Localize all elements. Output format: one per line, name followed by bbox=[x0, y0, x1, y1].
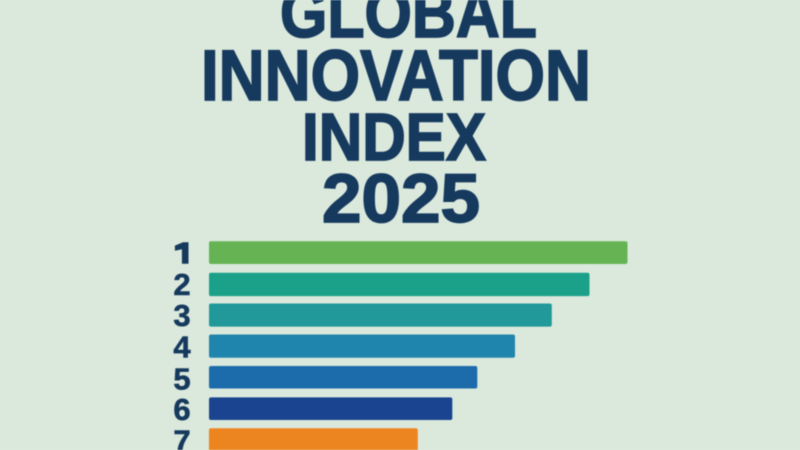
svg-text:2: 2 bbox=[173, 267, 190, 302]
svg-text:4: 4 bbox=[173, 329, 191, 364]
svg-text:INDEX: INDEX bbox=[302, 100, 486, 175]
svg-text:2025: 2025 bbox=[322, 160, 480, 237]
svg-text:6: 6 bbox=[173, 392, 190, 427]
svg-text:INNOVATION: INNOVATION bbox=[201, 37, 591, 116]
svg-text:GLOBAL: GLOBAL bbox=[280, 0, 537, 52]
svg-text:7: 7 bbox=[173, 423, 190, 450]
svg-text:5: 5 bbox=[173, 361, 190, 396]
svg-text:3: 3 bbox=[173, 298, 190, 333]
